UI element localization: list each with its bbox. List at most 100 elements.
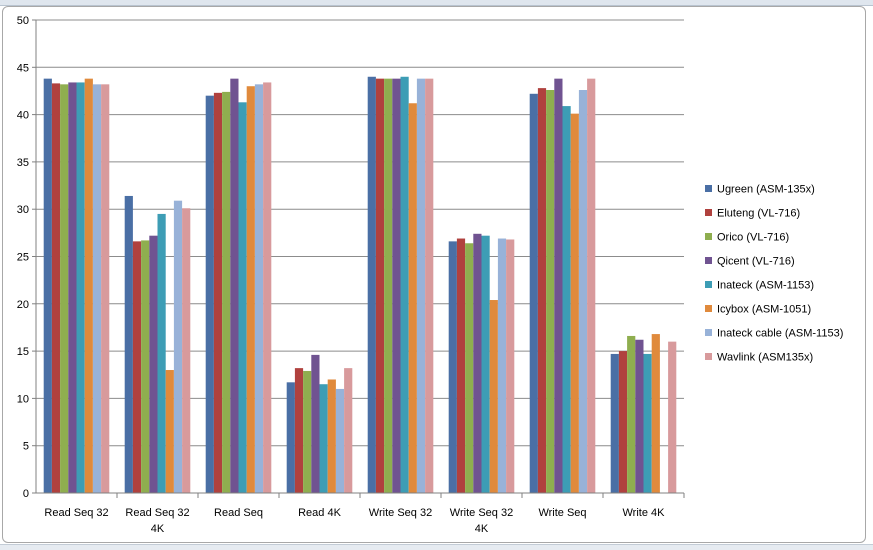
x-tick-label: Write Seq 32: [369, 507, 432, 519]
legend-label: Icybox (ASM-1051): [717, 304, 811, 316]
y-tick-label: 25: [17, 252, 29, 264]
bar: [489, 300, 498, 493]
bar: [506, 239, 515, 493]
bar: [254, 84, 264, 493]
bar: [416, 78, 426, 493]
bar: [448, 241, 457, 493]
bar: [303, 370, 312, 493]
bar: [182, 208, 191, 493]
bar: [230, 78, 239, 493]
y-tick-label: 45: [17, 62, 29, 74]
bar: [384, 78, 393, 493]
bar: [43, 78, 52, 493]
x-tick-label: Write 4K: [623, 507, 666, 519]
y-tick-label: 30: [17, 204, 29, 216]
bar: [408, 103, 417, 494]
bar: [149, 235, 158, 494]
x-axis: Read Seq 32 Read Seq 32 4K Read Seq Read 4K W…: [36, 492, 685, 535]
legend-swatch: [705, 185, 712, 192]
x-tick-label: Read Seq 32: [44, 507, 108, 519]
legend-label: Inateck (ASM-1153): [717, 280, 814, 292]
bar: [335, 388, 345, 493]
x-tick-label: Write Seq 32: [450, 507, 513, 519]
y-axis: 0 5 10 15 20 25 30 35 40 45 50: [17, 15, 37, 500]
bar: [286, 382, 295, 493]
bar: [668, 341, 677, 493]
legend-label: Ugreen (ASM-135x): [717, 184, 815, 196]
bar: [610, 353, 619, 493]
legend-label: Qicent (VL-716): [717, 256, 795, 268]
bar: [497, 238, 507, 493]
legend-swatch: [705, 329, 712, 336]
bar: [157, 213, 166, 493]
bar: [425, 78, 434, 493]
bar: [392, 78, 401, 493]
bar: [76, 82, 85, 493]
bar: [51, 83, 61, 493]
bar: [132, 241, 142, 493]
bar: [465, 243, 474, 493]
bar: [635, 339, 644, 493]
bar: [311, 354, 320, 493]
bar: [294, 368, 304, 493]
bar: [173, 200, 183, 493]
bar: [124, 195, 133, 493]
y-tick-label: 10: [17, 393, 29, 405]
bar: [554, 78, 563, 493]
legend-label: Orico (VL-716): [717, 232, 789, 244]
legend: Ugreen (ASM-135x) Eluteng (VL-716) Orico (…: [705, 184, 843, 364]
bar: [327, 379, 336, 493]
bar: [141, 240, 150, 493]
bar: [651, 334, 660, 493]
x-tick-label: Read 4K: [298, 507, 341, 519]
y-tick-label: 35: [17, 157, 29, 169]
bar: [222, 91, 231, 494]
legend-label: Eluteng (VL-716): [717, 208, 800, 220]
bar: [627, 335, 636, 493]
bar: [481, 235, 490, 494]
bar: [570, 113, 579, 494]
bar: [546, 90, 555, 493]
bar: [367, 76, 376, 493]
bar: [246, 86, 255, 493]
y-tick-label: 5: [23, 441, 29, 453]
bar: [213, 92, 223, 493]
bar: [537, 88, 547, 493]
bar: [375, 78, 385, 493]
top-window-strip: [0, 0, 873, 6]
bar: [92, 84, 102, 493]
bottom-window-strip: [0, 544, 873, 550]
bar: [60, 84, 69, 493]
y-tick-label: 20: [17, 299, 29, 311]
y-tick-label: 50: [17, 15, 29, 27]
legend-swatch: [705, 209, 712, 216]
legend-swatch: [705, 233, 712, 240]
bar: [205, 95, 214, 494]
x-tick-label: Read Seq 32: [125, 507, 189, 519]
legend-swatch: [705, 281, 712, 288]
legend-label: Wavlink (ASM135x): [717, 352, 813, 364]
y-tick-label: 0: [23, 488, 29, 500]
x-tick-label: 4K: [475, 523, 489, 535]
legend-swatch: [705, 257, 712, 264]
bar: [101, 84, 110, 493]
bar: [618, 351, 628, 493]
legend-label: Inateck cable (ASM-1153): [717, 328, 843, 340]
bar: [473, 233, 482, 493]
bar: [238, 102, 247, 493]
bar: [643, 353, 652, 493]
y-tick-label: 40: [17, 110, 29, 122]
bar: [344, 368, 353, 493]
bar: [456, 238, 466, 493]
bars: [43, 76, 677, 494]
x-tick-label: 4K: [151, 523, 165, 535]
x-tick-label: Read Seq: [214, 507, 263, 519]
bar: [165, 370, 174, 493]
bar: [562, 106, 571, 493]
legend-swatch: [705, 305, 712, 312]
bar: [263, 82, 272, 493]
bar: [587, 78, 596, 493]
legend-swatch: [705, 353, 712, 360]
bar: [578, 90, 588, 493]
